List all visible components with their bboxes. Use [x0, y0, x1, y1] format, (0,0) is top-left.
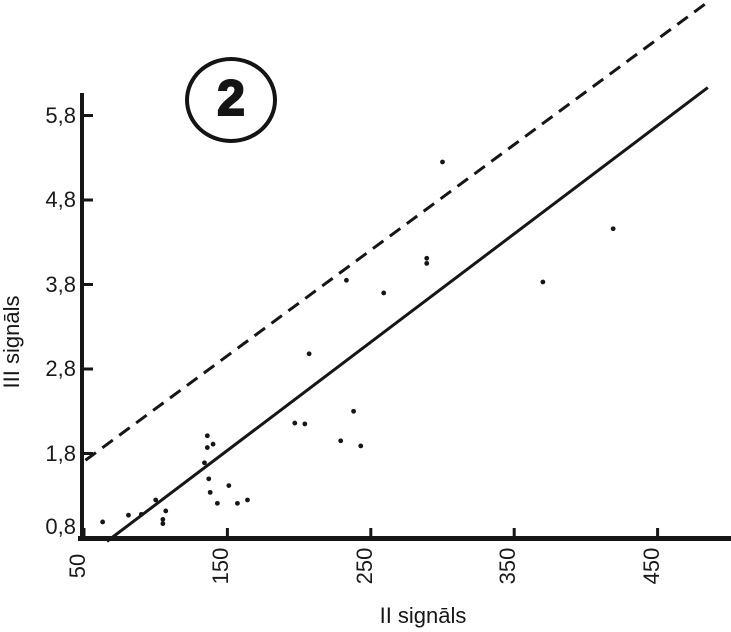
scatter-point [214, 500, 220, 506]
y-axis-tick [84, 367, 93, 371]
y-axis-line [80, 93, 84, 541]
x-tick-label: 150 [208, 547, 234, 585]
scatter-point [160, 517, 166, 522]
scatter-point [610, 226, 616, 232]
y-tick-label: 0,8 [45, 514, 76, 539]
scatter-point [292, 420, 298, 426]
x-axis-tick [369, 528, 373, 537]
solid-trend-line [106, 86, 709, 543]
scatter-point [302, 421, 308, 427]
scatter-point [344, 277, 349, 283]
dashed-upper-line [84, 1, 708, 462]
scatter-point [138, 511, 144, 517]
scatter-point [235, 500, 240, 506]
x-tick-label: 450 [638, 547, 664, 585]
x-axis-title: II signāls [379, 603, 467, 628]
y-tick-label: 1,8 [45, 440, 76, 466]
scatter-point [424, 260, 430, 266]
scatter-point [210, 441, 216, 447]
y-axis-tick [84, 452, 93, 455]
y-tick-label: 2,8 [45, 356, 76, 381]
scatter-point [440, 159, 445, 165]
y-tick-label: 5,8 [45, 102, 76, 128]
scatter-point [100, 519, 106, 525]
scatter-point [351, 408, 356, 414]
y-tick-label: 4,8 [45, 187, 76, 212]
y-axis-tick [84, 283, 93, 286]
figure-number-label: 2 [216, 70, 246, 126]
scatter-point [160, 521, 166, 527]
scatter-point [202, 460, 207, 466]
figure-number-badge: 2 [185, 57, 277, 143]
scatter-point [306, 351, 312, 357]
scatter-point [358, 443, 364, 449]
y-axis-tick [84, 198, 93, 202]
scatter-point [153, 497, 159, 503]
scatter-point [204, 433, 210, 439]
scatter-point [540, 279, 546, 285]
scatter-point [126, 512, 131, 518]
scatter-point [226, 483, 232, 489]
x-tick-label: 350 [495, 547, 521, 585]
x-tick-label: 50 [65, 553, 90, 579]
x-tick-label: 250 [351, 547, 377, 585]
y-axis-tick [84, 114, 93, 117]
x-axis-tick [512, 528, 516, 537]
x-axis-line [78, 536, 731, 541]
y-tick-label: 3,8 [45, 271, 76, 297]
scatter-point [245, 497, 250, 503]
scatter-point [163, 508, 169, 514]
scatter-point [206, 476, 212, 482]
scatter-point [338, 438, 344, 444]
scatter-point [424, 255, 430, 261]
scatter-point [207, 489, 213, 495]
scatter-point [204, 445, 210, 450]
x-axis-tick [225, 528, 229, 537]
y-axis-title: III signāls [0, 295, 24, 389]
x-axis-tick [656, 528, 660, 537]
scatter-point [381, 290, 387, 296]
